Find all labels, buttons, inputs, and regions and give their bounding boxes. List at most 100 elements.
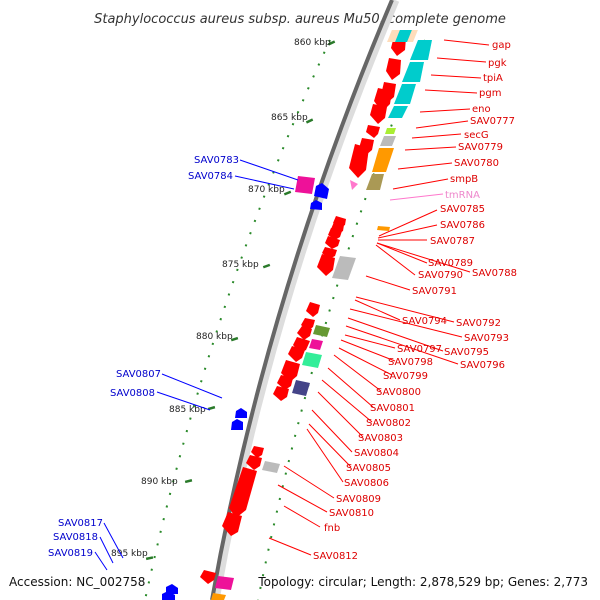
gene-label: SAV0808 <box>110 388 155 399</box>
map-title: Staphylococcus aureus subsp. aureus Mu50… <box>94 12 506 27</box>
cog-block <box>211 593 226 600</box>
gene-arrow <box>366 125 380 138</box>
gene-label: eno <box>472 104 491 115</box>
cog-block <box>295 176 315 194</box>
tick-label: 885 kbp <box>169 405 206 415</box>
gene-arrow <box>317 254 335 276</box>
gene-arrow <box>310 200 322 210</box>
tick-label: 880 kbp <box>196 332 233 342</box>
gene-label: SAV0780 <box>454 158 499 169</box>
cog-block <box>215 576 234 590</box>
gene-label: SAV0809 <box>336 494 381 505</box>
gene-label: SAV0799 <box>383 371 428 382</box>
gene-arrow <box>235 408 247 418</box>
left-label-leader-lines <box>94 159 299 571</box>
tick-mark <box>305 118 314 124</box>
left-gene-labels: SAV0783 SAV0784 SAV0807 SAV0808 SAV0817 … <box>48 155 239 559</box>
cog-block <box>388 106 408 118</box>
gene-arrow <box>370 104 387 124</box>
gene-label: SAV0797 <box>397 344 442 355</box>
gene-label: fnb <box>324 523 340 534</box>
gene-label: SAV0786 <box>440 220 485 231</box>
cog-block <box>395 30 412 42</box>
cog-block <box>385 128 396 134</box>
gene-arrow <box>251 446 264 458</box>
gene-label: SAV0798 <box>388 357 433 368</box>
cog-block <box>366 174 384 190</box>
cog-block <box>394 84 416 104</box>
tick-mark <box>145 556 154 561</box>
cog-block <box>410 40 432 60</box>
gene-label: SAV0817 <box>58 518 103 529</box>
tick-label: 860 kbp <box>294 38 331 48</box>
gene-arrow <box>246 455 262 470</box>
accession-label: Accession: NC_002758 <box>9 575 145 589</box>
gene-arrow <box>277 375 293 390</box>
tick-mark <box>262 263 271 269</box>
gene-arrow <box>222 512 242 536</box>
gene-label: SAV0802 <box>366 418 411 429</box>
genome-summary: Topology: circular; Length: 2,878,529 bp… <box>257 575 588 589</box>
tick-mark <box>184 479 193 484</box>
tick-label: 895 kbp <box>111 549 148 559</box>
tick-label: 890 kbp <box>141 477 178 487</box>
gene-arrow <box>200 570 216 584</box>
gene-label: SAV0803 <box>358 433 403 444</box>
gene-label: SAV0794 <box>402 316 447 327</box>
gene-label: gap <box>492 40 511 51</box>
gene-arrow <box>273 386 289 401</box>
kbp-ticks <box>145 40 336 561</box>
gene-arrow <box>386 58 401 80</box>
gene-arrow <box>288 346 305 362</box>
gene-label: SAV0792 <box>456 318 501 329</box>
gene-label: SAV0801 <box>370 403 415 414</box>
cog-block <box>377 226 390 231</box>
cog-block <box>380 136 396 146</box>
gene-label: SAV0783 <box>194 155 239 166</box>
label-leader-lines <box>268 39 490 556</box>
gene-label: SAV0788 <box>472 268 517 279</box>
gene-label: secG <box>464 130 489 141</box>
gene-label: SAV0807 <box>116 369 161 380</box>
rna-marker <box>350 180 358 190</box>
gene-arrow <box>349 144 369 178</box>
gene-label: SAV0791 <box>412 286 457 297</box>
gene-label: pgk <box>488 58 507 69</box>
cog-block <box>262 461 280 473</box>
tick-mark <box>327 40 336 46</box>
tick-label: 870 kbp <box>248 185 285 195</box>
gene-label: SAV0806 <box>344 478 389 489</box>
gene-label: SAV0796 <box>460 360 505 371</box>
gene-label: tpiA <box>483 73 503 84</box>
gene-label: SAV0787 <box>430 236 475 247</box>
gene-arrow <box>162 591 175 600</box>
reverse-strand-genes <box>162 183 329 600</box>
tick-label: 865 kbp <box>271 113 308 123</box>
gene-label: pgm <box>479 88 501 99</box>
gene-label: SAV0812 <box>313 551 358 562</box>
gene-arrow <box>306 302 320 317</box>
cog-block <box>292 380 310 396</box>
gene-label: smpB <box>450 174 478 185</box>
gene-label: SAV0810 <box>329 508 374 519</box>
gene-arrow <box>231 419 243 430</box>
kbp-tick-labels: 860 kbp 865 kbp 870 kbp 875 kbp 880 kbp … <box>111 38 331 559</box>
cog-category-blocks <box>211 30 432 600</box>
gene-label: SAV0818 <box>53 532 98 543</box>
gene-label: SAV0790 <box>418 270 463 281</box>
gene-arrow <box>325 236 340 249</box>
cog-block <box>309 339 323 350</box>
gene-arrow <box>328 228 342 240</box>
right-gene-labels: gap pgk tpiA pgm eno SAV0777 secG SAV077… <box>313 40 517 562</box>
gene-label: SAV0805 <box>346 463 391 474</box>
cog-block <box>372 148 394 172</box>
gene-label: SAV0819 <box>48 548 93 559</box>
cog-block <box>332 256 356 280</box>
tick-mark <box>230 336 239 342</box>
cog-block <box>302 352 322 368</box>
gene-label: SAV0777 <box>470 116 515 127</box>
gene-label: tmRNA <box>445 190 480 201</box>
gene-arrow <box>166 584 178 594</box>
